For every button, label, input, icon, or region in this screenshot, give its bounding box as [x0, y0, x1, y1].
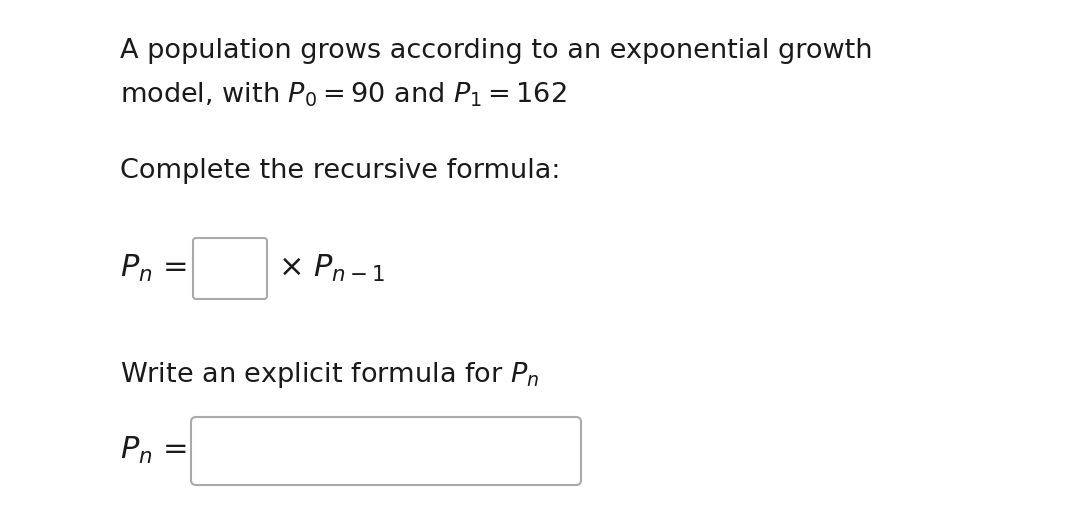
Text: Complete the recursive formula:: Complete the recursive formula:	[120, 158, 560, 184]
Text: A population grows according to an exponential growth: A population grows according to an expon…	[120, 38, 873, 64]
Text: Write an explicit formula for $P_n$: Write an explicit formula for $P_n$	[120, 360, 539, 390]
FancyBboxPatch shape	[193, 238, 267, 299]
FancyBboxPatch shape	[191, 417, 582, 485]
Text: $\times\ P_{n-1}$: $\times\ P_{n-1}$	[278, 252, 385, 284]
Text: model, with $P_0 = 90$ and $P_1 = 162$: model, with $P_0 = 90$ and $P_1 = 162$	[120, 80, 567, 108]
Text: $P_n$ =: $P_n$ =	[120, 435, 187, 466]
Text: $P_n$ =: $P_n$ =	[120, 252, 187, 284]
